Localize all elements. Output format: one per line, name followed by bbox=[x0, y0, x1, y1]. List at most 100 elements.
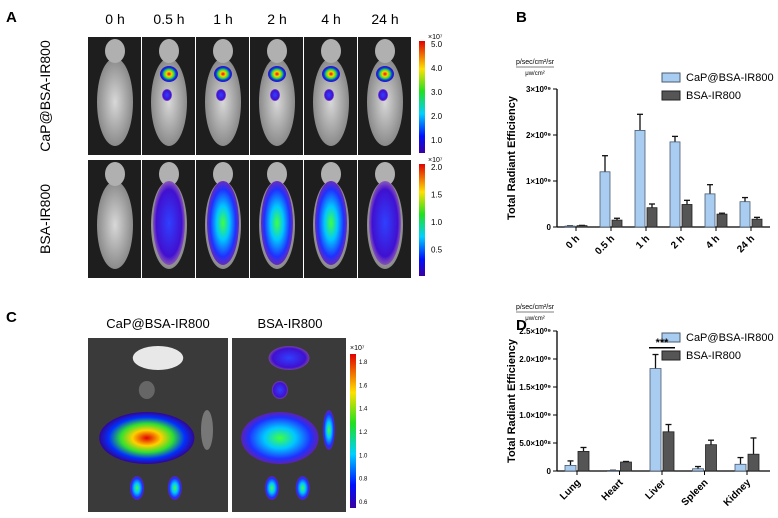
x-tick-label: Lung bbox=[558, 477, 583, 502]
heart-signal bbox=[138, 381, 155, 399]
fluorescence-signal bbox=[369, 181, 401, 265]
bar-cap-bsa-ir800 bbox=[692, 468, 704, 472]
fluorescence-signal bbox=[160, 66, 178, 82]
legend-label: BSA-IR800 bbox=[686, 350, 741, 362]
unit-denominator: μw/cm² bbox=[525, 71, 544, 77]
mouse-body bbox=[313, 58, 349, 146]
bar-bsa-ir800 bbox=[751, 218, 763, 228]
bar-cap-bsa-ir800 bbox=[734, 463, 747, 472]
panel-label-a: A bbox=[6, 9, 17, 26]
legend-label: BSA-IR800 bbox=[686, 90, 741, 102]
x-tick-label: 1 h bbox=[634, 233, 652, 251]
y-tick-label: 0 bbox=[547, 467, 552, 476]
x-tick-label: Spleen bbox=[680, 477, 711, 508]
mouse-head bbox=[105, 162, 125, 186]
bar-bsa-ir800 bbox=[747, 453, 760, 472]
mouse-head bbox=[267, 39, 287, 63]
colorbar-tick: 1.4 bbox=[359, 407, 368, 413]
mouse-head bbox=[321, 39, 341, 63]
colorbar-tick: 1.0 bbox=[431, 218, 443, 227]
kidney-signal bbox=[167, 476, 182, 500]
kidney-signal bbox=[295, 476, 310, 500]
mouse-head bbox=[213, 162, 233, 186]
mouse-head bbox=[375, 162, 395, 186]
liver-signal bbox=[99, 412, 195, 464]
mouse-body bbox=[259, 58, 295, 146]
heart-signal bbox=[271, 381, 288, 399]
colorbar bbox=[419, 41, 425, 153]
y-tick-label: 1.0×10⁰⁹ bbox=[519, 411, 551, 420]
colorbar-tick: 0.5 bbox=[431, 245, 443, 254]
fluorescence-signal bbox=[261, 181, 293, 265]
colorbar-tick: 2.0 bbox=[431, 112, 443, 121]
time-label: 24 h bbox=[371, 11, 398, 27]
kidney-signal bbox=[264, 476, 279, 500]
bar-cap-bsa-ir800 bbox=[564, 225, 576, 228]
fluorescence-signal bbox=[376, 66, 394, 82]
mouse-head bbox=[321, 162, 341, 186]
legend-label: CaP@BSA-IR800 bbox=[686, 72, 774, 84]
panel-label-b: B bbox=[516, 9, 527, 26]
bar-cap-bsa-ir800 bbox=[634, 129, 646, 228]
mouse-body bbox=[151, 58, 187, 146]
mouse-head bbox=[267, 162, 287, 186]
colorbar-tick: 1.2 bbox=[359, 430, 368, 436]
bar-bsa-ir800 bbox=[620, 461, 632, 472]
unit-denominator: μw/cm² bbox=[525, 316, 544, 322]
legend-label: CaP@BSA-IR800 bbox=[686, 332, 774, 344]
mouse-head bbox=[213, 39, 233, 63]
panel-label-d: D bbox=[516, 317, 527, 334]
y-axis-label: Total Radiant Efficiency bbox=[506, 338, 518, 463]
mouse-body bbox=[97, 58, 133, 146]
organ-image-label: BSA-IR800 bbox=[257, 316, 322, 331]
mouse-head bbox=[159, 39, 179, 63]
fluorescence-signal bbox=[207, 181, 239, 265]
lung-signal bbox=[132, 346, 184, 370]
colorbar-tick: 1.0 bbox=[431, 136, 443, 145]
bar-bsa-ir800 bbox=[577, 450, 590, 472]
colorbar bbox=[350, 354, 356, 508]
x-tick-label: 0 h bbox=[564, 233, 582, 251]
colorbar-tick: 2.0 bbox=[431, 163, 443, 172]
time-label: 0.5 h bbox=[153, 11, 184, 27]
legend-swatch bbox=[661, 72, 681, 83]
colorbar-tick: 1.0 bbox=[359, 453, 368, 459]
fluorescence-signal bbox=[322, 66, 340, 82]
bar-cap-bsa-ir800 bbox=[739, 201, 751, 228]
colorbar bbox=[419, 164, 425, 276]
chart-b: p/sec/cm²/sr μw/cm² Total Radiant Efficien… bbox=[506, 59, 774, 257]
time-label: 4 h bbox=[321, 11, 340, 27]
x-tick-label: Liver bbox=[643, 477, 668, 502]
mouse-body bbox=[205, 58, 241, 146]
mouse-head bbox=[159, 162, 179, 186]
y-axis-label: Total Radiant Efficiency bbox=[506, 95, 518, 220]
row-label: CaP@BSA-IR800 bbox=[37, 40, 53, 152]
row-label: BSA-IR800 bbox=[37, 184, 53, 254]
bar-bsa-ir800 bbox=[646, 207, 658, 228]
fluorescence-signal bbox=[268, 66, 286, 82]
y-tick-label: 2×10⁰⁹ bbox=[526, 131, 551, 140]
mouse-head bbox=[375, 39, 395, 63]
x-tick-label: 4 h bbox=[704, 233, 722, 251]
bar-cap-bsa-ir800 bbox=[599, 171, 611, 228]
colorbar-exponent: ×10⁷ bbox=[428, 34, 443, 41]
x-tick-label: 0.5 h bbox=[593, 233, 617, 257]
kidney-signal bbox=[130, 476, 144, 500]
colorbar-exponent: ×10⁷ bbox=[428, 157, 443, 164]
colorbar-tick: 4.0 bbox=[431, 64, 443, 73]
bar-cap-bsa-ir800 bbox=[607, 470, 619, 472]
fluorescence-signal bbox=[153, 181, 185, 265]
colorbar-tick: 1.6 bbox=[359, 383, 368, 389]
legend-swatch bbox=[661, 90, 681, 101]
panel-c-organ-imaging: CaP@BSA-IR800BSA-IR800×10⁷4.03.83.63.43.… bbox=[88, 316, 368, 512]
significance-marker: *** bbox=[656, 337, 670, 349]
colorbar-tick: 5.0 bbox=[431, 40, 443, 49]
colorbar-tick: 3.0 bbox=[431, 88, 443, 97]
bar-cap-bsa-ir800 bbox=[649, 368, 662, 472]
fluorescence-signal bbox=[216, 89, 226, 101]
unit-numerator: p/sec/cm²/sr bbox=[516, 59, 555, 66]
fluorescence-signal bbox=[324, 89, 334, 101]
panel-a-imaging: 0 h 0.5 h 1 h 2 h 4 h 24 h CaP@BSA-IR800 BSA-IR… bbox=[37, 11, 443, 278]
